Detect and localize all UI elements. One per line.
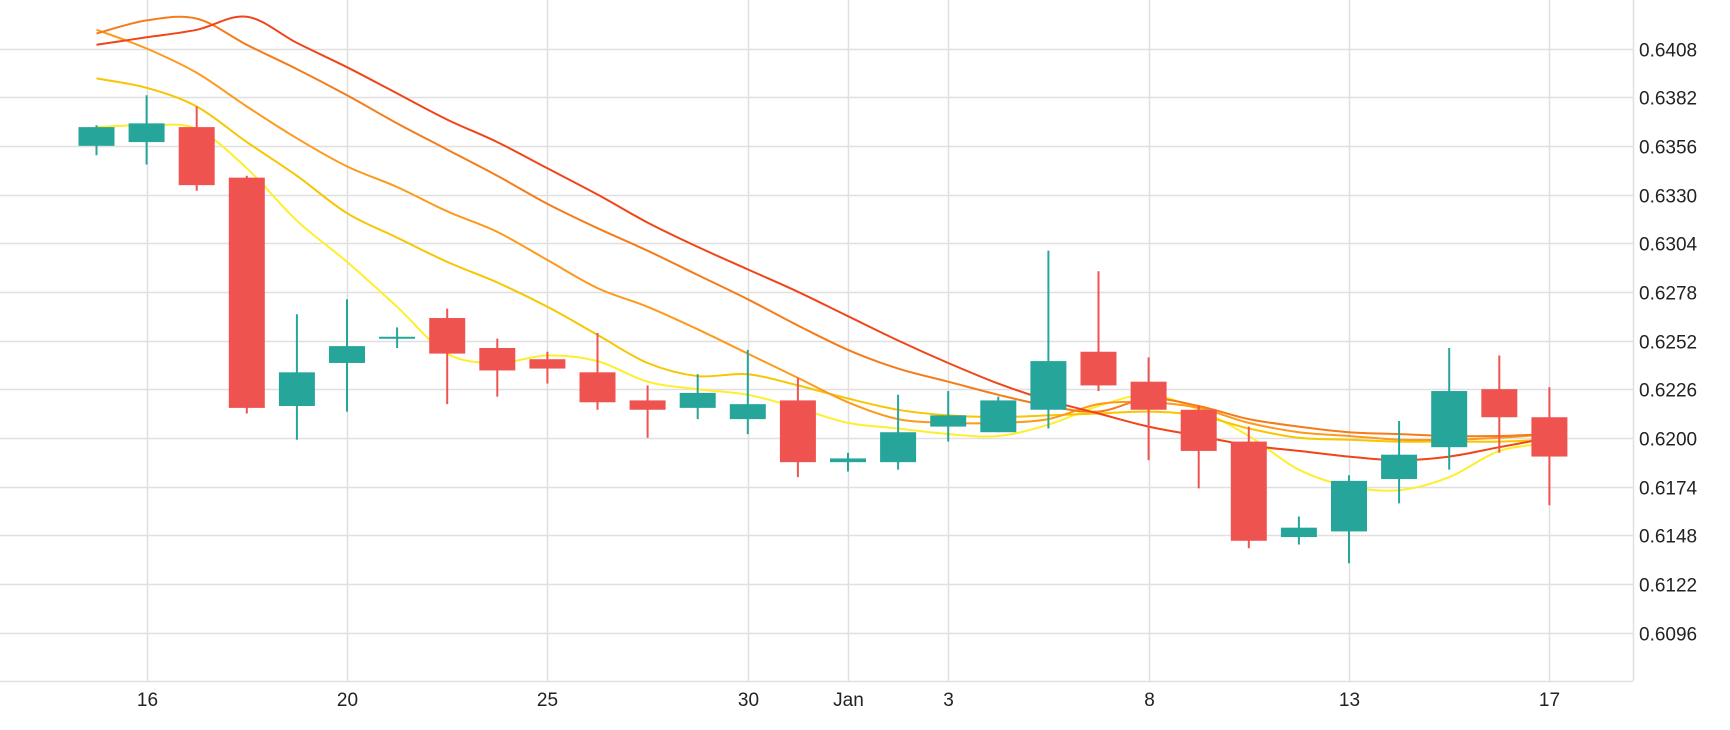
- candle: [1531, 387, 1568, 506]
- candle-body-down: [579, 372, 616, 403]
- x-tick-label: Jan: [833, 690, 864, 711]
- y-tick-label: 0.6382: [1639, 89, 1697, 110]
- axis-layer: 0.6096 0.6122 0.6148 0.6174 0.6200 0.6226 0.62…: [0, 0, 1698, 711]
- candle: [579, 333, 616, 410]
- y-tick-label: 0.6096: [1639, 625, 1697, 646]
- y-tick-label: 0.6226: [1639, 381, 1697, 402]
- candle-body-down: [779, 400, 816, 463]
- candle-body-up: [1331, 480, 1367, 532]
- candle: [679, 374, 716, 420]
- candle-body-down: [228, 177, 265, 408]
- x-tick-label: 3: [943, 690, 954, 711]
- candle-body-up: [930, 415, 967, 427]
- candle-body-down: [479, 347, 516, 371]
- x-tick-label: 25: [537, 690, 558, 711]
- moving-average-line-3: [96, 28, 1550, 442]
- candle: [880, 394, 917, 470]
- moving-average-line-5: [96, 15, 1550, 462]
- x-tick-label: 17: [1539, 690, 1560, 711]
- candle-body-up: [1381, 454, 1418, 480]
- candle: [1431, 347, 1468, 470]
- candle: [379, 327, 416, 348]
- candle: [629, 385, 666, 438]
- candle: [930, 391, 967, 442]
- candle-body-up: [128, 123, 165, 143]
- y-tick-label: 0.6304: [1639, 235, 1698, 256]
- candle-body-up: [78, 127, 115, 146]
- candle: [128, 95, 165, 165]
- candle: [1180, 406, 1217, 489]
- y-tick-label: 0.6278: [1639, 284, 1697, 305]
- x-tick-label: 16: [137, 690, 158, 711]
- y-tick-label: 0.6356: [1639, 138, 1697, 159]
- candle-layer: [78, 95, 1568, 564]
- candle-body-up: [679, 392, 716, 408]
- candle-body-up: [830, 458, 866, 463]
- candle: [78, 125, 115, 156]
- y-tick-label: 0.6330: [1639, 187, 1697, 208]
- candle-body-down: [178, 127, 215, 186]
- candle-body-up: [1030, 361, 1067, 410]
- candle-body-up: [278, 372, 315, 407]
- candle: [1481, 355, 1518, 453]
- candle-body-up: [1431, 391, 1468, 448]
- candle: [278, 314, 315, 440]
- candle-body-up: [379, 336, 416, 339]
- candle-body-down: [1481, 389, 1518, 418]
- candle: [980, 396, 1017, 433]
- candle: [329, 299, 365, 412]
- y-tick-label: 0.6408: [1639, 41, 1697, 62]
- candle: [228, 175, 265, 414]
- candle: [479, 338, 516, 397]
- candle-body-up: [980, 400, 1017, 433]
- candle-body-down: [1080, 351, 1117, 386]
- candle-body-down: [529, 359, 566, 369]
- moving-average-line-4: [96, 15, 1550, 438]
- y-tick-label: 0.6252: [1639, 333, 1697, 354]
- candle: [178, 106, 215, 191]
- x-tick-label: 8: [1144, 690, 1155, 711]
- candle: [1280, 516, 1317, 545]
- x-tick-label: 20: [337, 690, 358, 711]
- candle: [1230, 426, 1267, 549]
- candle-body-up: [1280, 527, 1317, 538]
- candle-body-up: [729, 404, 766, 420]
- candle-body-up: [329, 346, 365, 363]
- x-tick-label: 30: [738, 690, 759, 711]
- y-tick-label: 0.6174: [1639, 479, 1698, 500]
- y-tick-label: 0.6148: [1639, 527, 1697, 548]
- candle-body-down: [1531, 417, 1568, 457]
- candle-body-down: [1230, 441, 1267, 541]
- moving-average-layer: [96, 15, 1550, 492]
- candle: [779, 377, 816, 478]
- candle-body-down: [629, 400, 666, 410]
- moving-average-line-2: [96, 77, 1550, 443]
- y-tick-label: 0.6200: [1639, 430, 1697, 451]
- x-tick-label: 13: [1339, 690, 1360, 711]
- candle-body-down: [429, 318, 466, 354]
- candle: [1331, 475, 1367, 564]
- candle-body-down: [1130, 381, 1167, 410]
- candle: [529, 351, 566, 384]
- candle: [1130, 357, 1167, 461]
- candle: [1080, 271, 1117, 392]
- candle: [1381, 420, 1418, 504]
- candle-body-up: [880, 432, 917, 463]
- candle: [729, 349, 766, 435]
- candle: [1030, 250, 1067, 429]
- candle-body-down: [1180, 409, 1217, 451]
- y-tick-label: 0.6122: [1639, 576, 1697, 597]
- candle: [429, 308, 466, 405]
- candle: [830, 452, 866, 472]
